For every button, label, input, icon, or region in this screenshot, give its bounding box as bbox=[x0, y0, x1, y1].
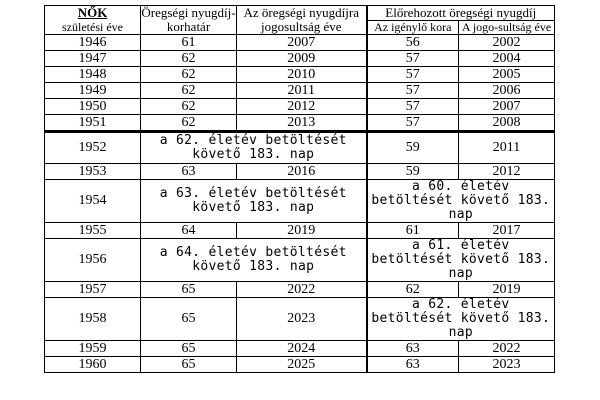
header-eligibility-year: Az öregségi nyugdíjra jogosultság éve bbox=[236, 5, 367, 35]
cell-merged-early-rule: a 62. életév betöltését követő 183. nap bbox=[365, 297, 556, 341]
cell-eligibility-year: 2022 bbox=[236, 281, 367, 298]
table-row: 1949 62 2011 57 2006 bbox=[44, 82, 556, 99]
cell-early-year: 2022 bbox=[457, 340, 556, 357]
cell-retirement-age: 62 bbox=[140, 98, 237, 115]
table-row: 1951 62 2013 57 2008 bbox=[44, 114, 556, 132]
cell-retirement-age: 64 bbox=[140, 222, 237, 239]
cell-early-year: 2012 bbox=[457, 163, 556, 180]
cell-early-year: 2002 bbox=[457, 34, 556, 51]
table-row: 1950 62 2012 57 2007 bbox=[44, 98, 556, 115]
cell-early-age: 62 bbox=[365, 281, 459, 298]
cell-eligibility-year: 2012 bbox=[236, 98, 367, 115]
cell-early-age: 57 bbox=[365, 50, 459, 67]
cell-retirement-age: 62 bbox=[140, 82, 237, 99]
table-row: 1957 65 2022 62 2019 bbox=[44, 281, 556, 298]
cell-early-age: 61 bbox=[365, 222, 459, 239]
cell-retirement-age: 65 bbox=[140, 281, 237, 298]
retirement-age-table: NŐK születési éve Öregségi nyugdíj-korha… bbox=[44, 5, 556, 373]
table-row: 1960 65 2025 63 2023 bbox=[44, 356, 556, 373]
cell-eligibility-year: 2019 bbox=[236, 222, 367, 239]
table-row: 1955 64 2019 61 2017 bbox=[44, 222, 556, 239]
table-row: 1956 a 64. életév betöltését követő 183. … bbox=[44, 238, 556, 282]
header-retirement-age: Öregségi nyugdíj-korhatár bbox=[140, 5, 237, 35]
table-header: NŐK születési éve Öregségi nyugdíj-korha… bbox=[44, 5, 556, 35]
cell-merged-early-rule: a 61. életév betöltését követő 183. nap bbox=[365, 238, 556, 282]
cell-merged-retirement-rule: a 64. életév betöltését követő 183. nap bbox=[140, 238, 367, 282]
cell-birth-year: 1949 bbox=[44, 82, 141, 99]
cell-birth-year: 1954 bbox=[44, 179, 141, 223]
header-entitlement-year: A jogo-sultság éve bbox=[457, 20, 556, 35]
table-row: 1954 a 63. életév betöltését követő 183. … bbox=[44, 179, 556, 223]
cell-early-age: 59 bbox=[365, 163, 459, 180]
cell-eligibility-year: 2024 bbox=[236, 340, 367, 357]
header-birth-year: NŐK születési éve bbox=[44, 5, 141, 35]
cell-retirement-age: 65 bbox=[140, 356, 237, 373]
cell-eligibility-year: 2023 bbox=[236, 297, 367, 341]
cell-early-age: 56 bbox=[365, 34, 459, 51]
cell-birth-year: 1959 bbox=[44, 340, 141, 357]
cell-retirement-age: 65 bbox=[140, 340, 237, 357]
cell-eligibility-year: 2009 bbox=[236, 50, 367, 67]
table-row: 1947 62 2009 57 2004 bbox=[44, 50, 556, 67]
cell-early-year: 2008 bbox=[457, 114, 556, 132]
cell-early-year: 2023 bbox=[457, 356, 556, 373]
cell-birth-year: 1953 bbox=[44, 163, 141, 180]
table-row: 1959 65 2024 63 2022 bbox=[44, 340, 556, 357]
cell-birth-year: 1958 bbox=[44, 297, 141, 341]
cell-birth-year: 1952 bbox=[44, 130, 141, 164]
cell-early-age: 57 bbox=[365, 114, 459, 132]
cell-early-age: 59 bbox=[365, 130, 459, 164]
cell-retirement-age: 61 bbox=[140, 34, 237, 51]
cell-early-age: 57 bbox=[365, 82, 459, 99]
cell-early-age: 63 bbox=[365, 356, 459, 373]
header-birth-year-sub: születési éve bbox=[62, 20, 123, 34]
cell-eligibility-year: 2013 bbox=[236, 114, 367, 132]
table-body: 1946 61 2007 56 2002 1947 62 2009 57 2004 1948 62 20… bbox=[44, 34, 556, 373]
cell-eligibility-year: 2011 bbox=[236, 82, 367, 99]
header-early-retirement-group: Előrehozott öregségi nyugdíj bbox=[365, 5, 556, 21]
cell-eligibility-year: 2025 bbox=[236, 356, 367, 373]
cell-retirement-age: 62 bbox=[140, 50, 237, 67]
cell-eligibility-year: 2007 bbox=[236, 34, 367, 51]
cell-birth-year: 1957 bbox=[44, 281, 141, 298]
cell-retirement-age: 65 bbox=[140, 297, 237, 341]
cell-early-age: 63 bbox=[365, 340, 459, 357]
cell-early-age: 57 bbox=[365, 66, 459, 83]
cell-early-year: 2005 bbox=[457, 66, 556, 83]
cell-early-year: 2007 bbox=[457, 98, 556, 115]
table-row: 1952 a 62. életév betöltését követő 183. … bbox=[44, 130, 556, 164]
cell-merged-retirement-rule: a 62. életév betöltését követő 183. nap bbox=[140, 130, 367, 164]
cell-merged-retirement-rule: a 63. életév betöltését követő 183. nap bbox=[140, 179, 367, 223]
cell-birth-year: 1955 bbox=[44, 222, 141, 239]
cell-early-year: 2019 bbox=[457, 281, 556, 298]
retirement-table-container: NŐK születési éve Öregségi nyugdíj-korha… bbox=[44, 5, 556, 373]
cell-eligibility-year: 2010 bbox=[236, 66, 367, 83]
table-row: 1953 63 2016 59 2012 bbox=[44, 163, 556, 180]
table-row: 1948 62 2010 57 2005 bbox=[44, 66, 556, 83]
cell-eligibility-year: 2016 bbox=[236, 163, 367, 180]
cell-early-age: 57 bbox=[365, 98, 459, 115]
cell-retirement-age: 62 bbox=[140, 114, 237, 132]
cell-retirement-age: 63 bbox=[140, 163, 237, 180]
cell-early-year: 2004 bbox=[457, 50, 556, 67]
cell-birth-year: 1956 bbox=[44, 238, 141, 282]
cell-early-year: 2011 bbox=[457, 130, 556, 164]
cell-birth-year: 1960 bbox=[44, 356, 141, 373]
cell-birth-year: 1946 bbox=[44, 34, 141, 51]
cell-birth-year: 1948 bbox=[44, 66, 141, 83]
table-row: 1958 65 2023 a 62. életév betöltését követő… bbox=[44, 297, 556, 341]
header-applicant-age: Az igénylő kora bbox=[365, 20, 459, 35]
header-nok-label: NŐK bbox=[77, 5, 108, 20]
cell-early-year: 2006 bbox=[457, 82, 556, 99]
table-row: 1946 61 2007 56 2002 bbox=[44, 34, 556, 51]
cell-early-year: 2017 bbox=[457, 222, 556, 239]
cell-birth-year: 1951 bbox=[44, 114, 141, 132]
cell-merged-early-rule: a 60. életév betöltését követő 183. nap bbox=[365, 179, 556, 223]
cell-retirement-age: 62 bbox=[140, 66, 237, 83]
cell-birth-year: 1947 bbox=[44, 50, 141, 67]
cell-birth-year: 1950 bbox=[44, 98, 141, 115]
